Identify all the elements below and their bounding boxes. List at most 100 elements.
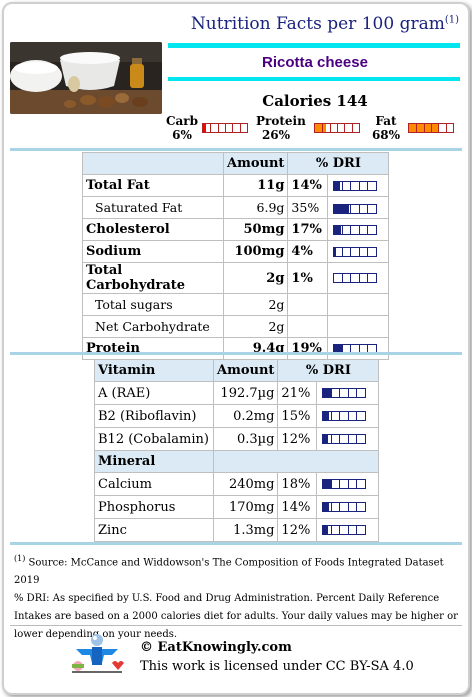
dri-bar-tick xyxy=(331,412,333,420)
vitamin-header-dri: % DRI xyxy=(277,359,380,382)
macro-bar-tick xyxy=(225,124,226,132)
macro-bar-tick xyxy=(423,124,425,132)
vitamin-dri: 15% xyxy=(277,404,317,428)
nutrient-header-row: Amount % DRI xyxy=(82,152,390,175)
vitamin-dri-bar xyxy=(321,502,366,512)
nutrient-name: Total sugars xyxy=(82,293,224,316)
nutrient-dri-bar-cell xyxy=(326,315,390,338)
vitamin-amount: 0.2mg xyxy=(212,404,279,428)
vitamin-header-amount: Amount xyxy=(212,359,279,382)
macro-label: Protein xyxy=(256,114,306,128)
nutrient-amount: 2g xyxy=(222,293,289,316)
dri-bar-tick xyxy=(347,389,349,397)
dri-bar-tick xyxy=(367,204,369,213)
nutrient-row: Sodium 100mg 4% xyxy=(82,240,390,263)
macro-percent: 68% xyxy=(371,128,401,142)
macro-protein: Protein 26% xyxy=(256,114,306,142)
dri-bar-tick xyxy=(356,389,358,397)
dri-bar-tick xyxy=(356,412,358,420)
footnotes: (1) Source: McCance and Widdowson's The … xyxy=(14,550,460,644)
nutrient-amount: 100mg xyxy=(222,240,289,263)
vitamin-dri-bar-cell xyxy=(315,495,380,519)
dri-bar-tick xyxy=(367,247,369,256)
vitamin-dri: 12% xyxy=(277,427,317,451)
dri-bar-fill xyxy=(333,181,340,190)
vitamin-dri-bar xyxy=(321,388,366,398)
macro-bar-tick xyxy=(416,124,418,132)
dri-bar-tick xyxy=(358,344,360,353)
nutrient-name: Net Carbohydrate xyxy=(82,315,224,338)
dri-bar-tick xyxy=(339,435,341,443)
nutrient-dri: 1% xyxy=(287,262,328,294)
nutrient-row: Protein 9.4g 19% xyxy=(82,337,390,360)
nutrient-dri-bar xyxy=(332,246,377,257)
dri-bar-tick xyxy=(367,225,369,234)
vitamin-name: B2 (Riboflavin) xyxy=(94,404,214,428)
dri-bar-tick xyxy=(342,225,344,234)
eatknowingly-logo xyxy=(68,633,126,675)
nutrient-header-name xyxy=(82,152,224,175)
nutrient-dri xyxy=(287,315,328,338)
nutrient-header-amount: Amount xyxy=(222,152,289,175)
vitamin-dri: 21% xyxy=(277,381,317,405)
vitamin-amount: 240mg xyxy=(212,472,279,496)
accent-line-bottom xyxy=(168,77,460,81)
dri-bar-tick xyxy=(342,247,344,256)
vitamin-dri-bar-cell xyxy=(315,427,380,451)
macro-bar-tick xyxy=(217,124,219,132)
vitamin-amount: 170mg xyxy=(212,495,279,519)
footer-divider xyxy=(10,625,462,626)
vitamin-dri: 18% xyxy=(277,472,317,496)
dri-bar-tick xyxy=(331,526,333,534)
dri-bar-tick xyxy=(342,204,344,213)
dri-bar-tick xyxy=(331,480,333,488)
nutrient-dri: 4% xyxy=(287,240,328,263)
dri-bar-fill xyxy=(322,389,332,397)
nutrient-name: Protein xyxy=(82,337,224,360)
dri-bar-tick xyxy=(342,274,344,282)
vitamin-row: B12 (Cobalamin) 0.3µg 12% xyxy=(94,427,380,451)
vitamin-header-row: Vitamin Amount % DRI xyxy=(94,359,380,382)
vitamin-name: Calcium xyxy=(94,472,214,496)
vitamin-dri-bar-cell xyxy=(315,381,380,405)
macro-bar xyxy=(314,123,360,133)
dri-bar-fill xyxy=(333,247,336,256)
macro-bar-tick xyxy=(210,124,212,132)
dri-bar-tick xyxy=(342,344,344,353)
dri-bar-tick xyxy=(339,503,341,511)
dri-bar-tick xyxy=(350,204,352,213)
macro-bar-tick xyxy=(322,124,324,132)
accent-line-top xyxy=(168,43,460,48)
mineral-header-spacer xyxy=(212,450,380,473)
dri-bar-tick xyxy=(331,435,333,443)
nutrient-row: Saturated Fat 6.9g 35% xyxy=(82,196,390,219)
nutrient-dri: 14% xyxy=(287,174,328,197)
nutrient-dri-bar-cell xyxy=(326,240,390,263)
nutrient-dri xyxy=(287,293,328,316)
dri-bar-tick xyxy=(367,344,369,353)
dri-bar-fill xyxy=(322,412,329,420)
macro-bar-fill xyxy=(315,124,326,132)
nutrient-name: Saturated Fat xyxy=(82,196,224,219)
dri-bar-tick xyxy=(339,389,341,397)
vitamin-amount: 0.3µg xyxy=(212,427,279,451)
macro-bar-tick xyxy=(445,124,447,132)
macro-label: Carb xyxy=(165,114,199,128)
vitamin-dri-bar-cell xyxy=(315,472,380,496)
nutrient-dri-bar-cell xyxy=(326,174,390,197)
macro-bar-tick xyxy=(431,124,432,132)
dri-bar-tick xyxy=(347,503,349,511)
dri-bar-tick xyxy=(347,526,349,534)
nutrient-name: Sodium xyxy=(82,240,224,263)
dri-bar-tick xyxy=(358,181,360,190)
nutrient-table: Amount % DRI Total Fat 11g 14% Saturated Fa… xyxy=(82,152,390,360)
nutrient-amount: 11g xyxy=(222,174,289,197)
nutrient-amount: 50mg xyxy=(222,218,289,241)
vitamin-dri: 14% xyxy=(277,495,317,519)
macro-bar-tick xyxy=(337,124,338,132)
dri-bar-tick xyxy=(358,247,360,256)
nutrient-amount: 2g xyxy=(222,262,289,294)
dri-bar-tick xyxy=(356,526,358,534)
dri-bar-tick xyxy=(367,181,369,190)
nutrient-amount: 9.4g xyxy=(222,337,289,360)
